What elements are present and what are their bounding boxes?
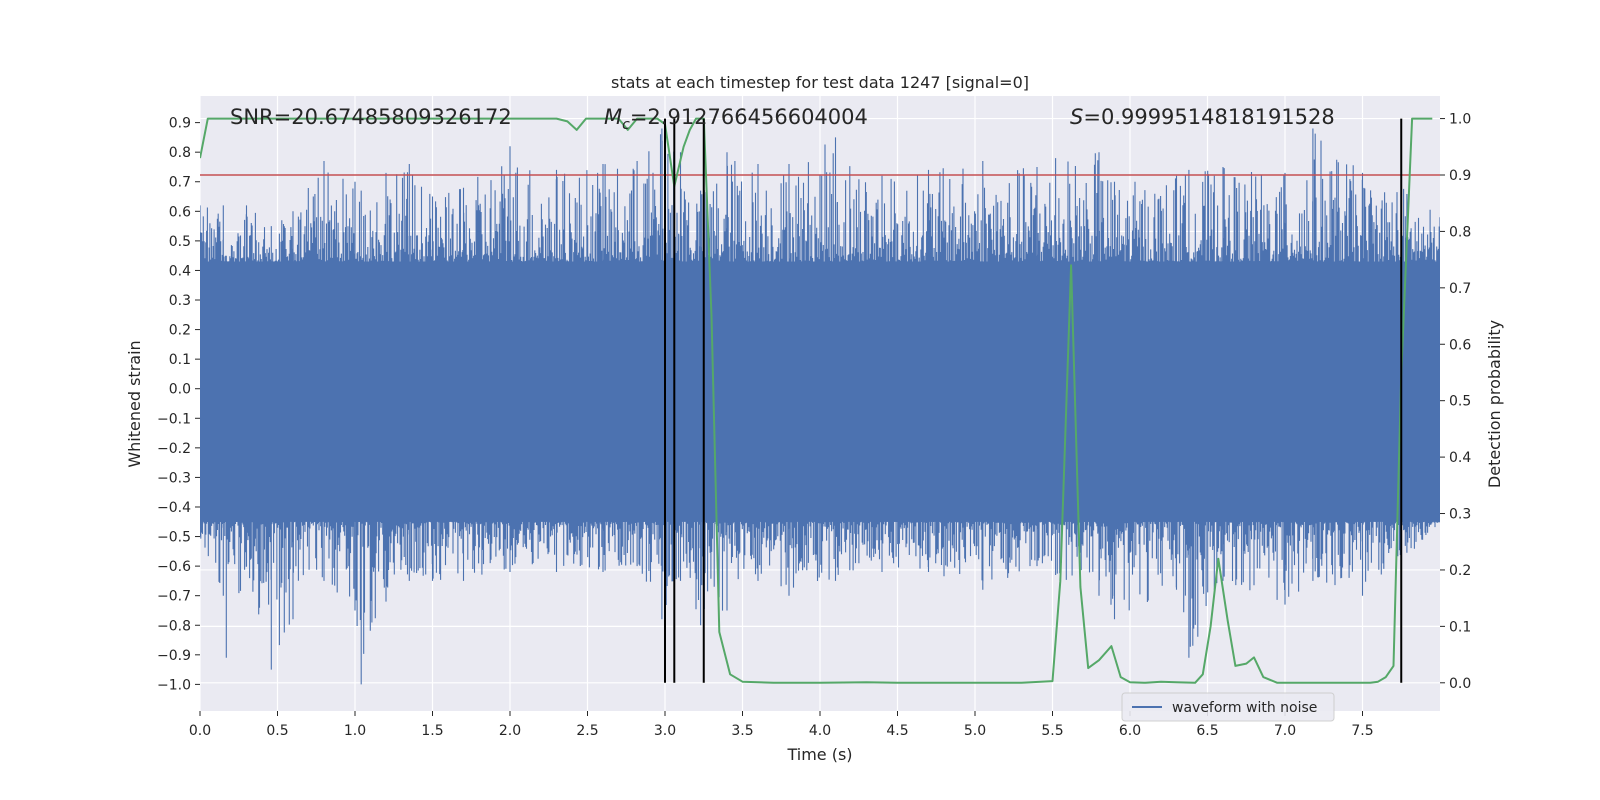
y-right-tick-label: 0.1 — [1449, 619, 1471, 635]
x-tick-label: 4.5 — [886, 723, 908, 739]
x-tick-label: 0.5 — [266, 723, 288, 739]
x-tick-label: 1.0 — [344, 723, 366, 739]
y-left-tick-label: −0.3 — [157, 470, 191, 486]
chirp-mass-annotation: Mc=2.912766456604004 — [604, 105, 868, 133]
waveform-trace — [200, 128, 1440, 685]
x-tick-label: 6.5 — [1196, 723, 1218, 739]
x-tick-label: 0.0 — [189, 723, 211, 739]
y-left-tick-label: 0.0 — [169, 382, 191, 398]
waveform-series — [200, 128, 1440, 685]
y-right-tick-label: 0.6 — [1449, 337, 1471, 353]
y-left-tick-label: 0.5 — [169, 234, 191, 250]
y-left-tick-label: −0.1 — [157, 411, 191, 427]
x-tick-label: 3.5 — [731, 723, 753, 739]
legend-label: waveform with noise — [1172, 700, 1317, 716]
y-left-tick-label: −1.0 — [157, 677, 191, 693]
x-tick-label: 5.0 — [964, 723, 986, 739]
y-right-tick-label: 0.5 — [1449, 394, 1471, 410]
x-tick-label: 4.0 — [809, 723, 831, 739]
legend: waveform with noise — [1121, 692, 1335, 722]
x-tick-label: 2.5 — [576, 723, 598, 739]
probability-line — [200, 117, 1433, 684]
y-left-tick-label: 0.7 — [169, 175, 191, 191]
chart-title: stats at each timestep for test data 124… — [611, 73, 1029, 92]
y-left-axis-label: Whitened strain — [125, 340, 144, 467]
y-left-tick-label: −0.8 — [157, 618, 191, 634]
y-left-tick-label: 0.3 — [169, 293, 191, 309]
score-annotation: S=0.9999514818191528 — [1070, 105, 1335, 129]
x-axis-ticks: 0.0 0.5 1.0 1.5 2.0 2.5 3.0 3.5 4.0 4.5 5.0 5.5 6.0 6… — [189, 711, 1374, 739]
y-right-tick-label: 0.2 — [1449, 563, 1471, 579]
y-left-tick-label: 0.9 — [169, 116, 191, 132]
y-right-tick-label: 0.8 — [1449, 224, 1471, 240]
vertical-markers — [664, 118, 1403, 683]
y-right-tick-label: 0.0 — [1449, 676, 1471, 692]
y-left-tick-label: 0.6 — [169, 204, 191, 220]
y-left-tick-label: 0.1 — [169, 352, 191, 368]
y-right-tick-label: 1.0 — [1449, 112, 1471, 128]
y-left-tick-label: −0.6 — [157, 559, 191, 575]
y-left-tick-label: 0.4 — [169, 263, 191, 279]
y-right-axis-ticks: 1.0 0.9 0.8 0.7 0.6 0.5 0.4 0.3 0.2 0.1 0.0 — [1440, 112, 1471, 692]
y-right-tick-label: 0.9 — [1449, 168, 1471, 184]
y-left-tick-label: −0.9 — [157, 648, 191, 664]
y-right-tick-label: 0.4 — [1449, 450, 1471, 466]
x-tick-label: 6.0 — [1119, 723, 1141, 739]
x-axis-label: Time (s) — [786, 745, 852, 764]
mc-symbol: M — [604, 105, 622, 129]
x-tick-label: 7.5 — [1351, 723, 1373, 739]
snr-annotation: SNR=20.67485809326172 — [230, 105, 512, 129]
probability-series — [200, 117, 1433, 684]
x-tick-label: 3.0 — [654, 723, 676, 739]
y-left-tick-label: 0.2 — [169, 323, 191, 339]
x-tick-label: 7.0 — [1274, 723, 1296, 739]
legend-box — [1121, 692, 1335, 722]
y-left-tick-label: −0.7 — [157, 589, 191, 605]
mc-value: =2.912766456604004 — [630, 105, 868, 129]
y-left-tick-label: −0.4 — [157, 500, 191, 516]
x-tick-label: 5.5 — [1041, 723, 1063, 739]
mc-subscript: c — [622, 117, 630, 133]
y-right-axis-label: Detection probability — [1485, 320, 1504, 488]
x-tick-label: 1.5 — [421, 723, 443, 739]
y-right-tick-label: 0.7 — [1449, 281, 1471, 297]
s-value: =0.9999514818191528 — [1083, 105, 1334, 129]
s-symbol: S — [1070, 105, 1083, 129]
y-left-tick-label: 0.8 — [169, 145, 191, 161]
x-tick-label: 2.0 — [499, 723, 521, 739]
y-left-axis-ticks: 0.9 0.8 0.7 0.6 0.5 0.4 0.3 0.2 0.1 0.0 −0.1 −0.2 −0… — [157, 116, 200, 693]
y-left-tick-label: −0.2 — [157, 441, 191, 457]
y-left-tick-label: −0.5 — [157, 530, 191, 546]
y-right-tick-label: 0.3 — [1449, 507, 1471, 523]
